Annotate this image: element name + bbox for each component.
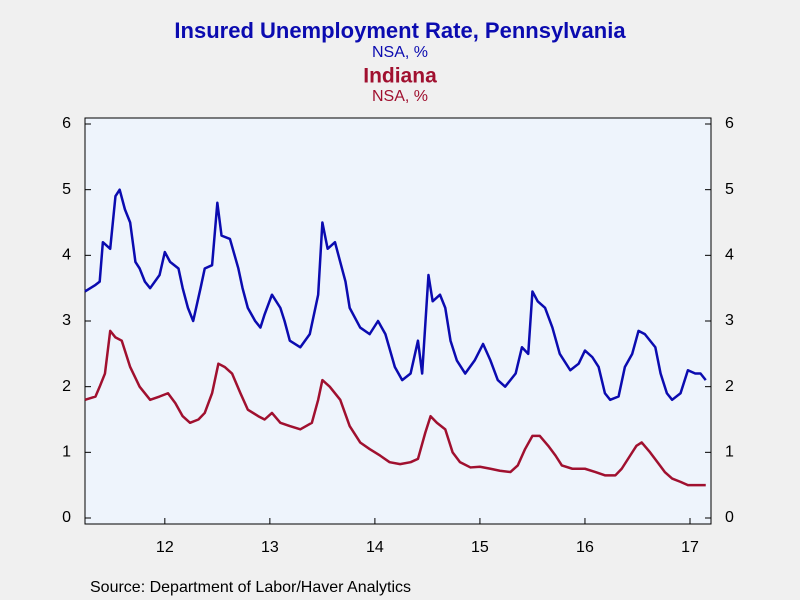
line-0 (84, 188, 707, 402)
y-tick-label: 3 (62, 312, 71, 329)
y2-tick-label: 6 (725, 115, 734, 132)
y-tick-label: 6 (62, 115, 71, 132)
y2-tick-label: 3 (725, 312, 734, 329)
y-tick-label: 0 (62, 509, 71, 526)
x-tick-label: 13 (261, 539, 279, 556)
source: Source: Department of Labor/Haver Analyt… (90, 579, 411, 596)
plot-area (84, 117, 712, 525)
y2-tick-label: 1 (725, 444, 734, 461)
chart-title: Insured Unemployment Rate, Pennsylvania (174, 18, 626, 43)
y-tick-label: 5 (62, 181, 71, 198)
y-tick-label: 2 (62, 378, 71, 395)
x-tick-label: 16 (576, 539, 594, 556)
line-1 (84, 329, 706, 487)
x-tick-label: 17 (681, 539, 699, 556)
x-tick-label: 14 (366, 539, 384, 556)
y2-tick-label: 0 (725, 509, 734, 526)
x-tick-label: 15 (471, 539, 489, 556)
y2-tick-label: 5 (725, 181, 734, 198)
y2-tick-label: 2 (725, 378, 734, 395)
x-tick-label: 12 (156, 539, 174, 556)
subtitle: NSA, % (372, 44, 428, 61)
chart-title-2: Indiana (363, 65, 437, 88)
y-tick-label: 4 (62, 247, 71, 264)
y2-tick-label: 4 (725, 247, 734, 264)
subtitle-2: NSA, % (372, 88, 428, 105)
y-tick-label: 1 (62, 444, 71, 461)
